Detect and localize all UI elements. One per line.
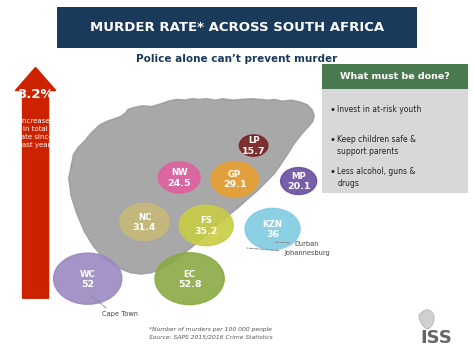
Text: Police alone can’t prevent murder: Police alone can’t prevent murder — [137, 54, 337, 64]
Text: NC: NC — [138, 213, 151, 222]
Text: KZN: KZN — [263, 220, 283, 229]
Text: •: • — [329, 135, 336, 145]
Text: EC: EC — [183, 269, 196, 279]
Text: Source: SAPS 2015/2016 Crime Statistics: Source: SAPS 2015/2016 Crime Statistics — [149, 335, 273, 340]
Text: NW: NW — [171, 168, 188, 178]
Text: •: • — [329, 105, 336, 115]
FancyBboxPatch shape — [57, 7, 417, 48]
Circle shape — [281, 168, 317, 195]
Text: LP: LP — [248, 136, 259, 146]
Text: Keep children safe &
support parents: Keep children safe & support parents — [337, 135, 417, 157]
Text: WC: WC — [80, 269, 96, 279]
Text: •: • — [329, 167, 336, 177]
Text: 31.4: 31.4 — [133, 223, 156, 232]
Text: MURDER RATE* ACROSS SOUTH AFRICA: MURDER RATE* ACROSS SOUTH AFRICA — [90, 21, 384, 34]
Circle shape — [179, 205, 233, 246]
Text: *Number of murders per 100 000 people: *Number of murders per 100 000 people — [149, 327, 272, 332]
Text: Cape Town: Cape Town — [102, 311, 138, 317]
Circle shape — [155, 253, 224, 305]
FancyArrow shape — [15, 67, 56, 298]
Text: 24.5: 24.5 — [167, 179, 191, 188]
Text: Invest in at-risk youth: Invest in at-risk youth — [337, 105, 422, 114]
Text: 52: 52 — [81, 280, 94, 289]
Polygon shape — [69, 99, 314, 274]
Circle shape — [245, 208, 300, 250]
Text: 35.2: 35.2 — [194, 226, 218, 236]
Circle shape — [54, 253, 122, 304]
Text: increase
in total
rate since
last year: increase in total rate since last year — [18, 118, 53, 148]
FancyBboxPatch shape — [322, 64, 468, 89]
Text: 15.7: 15.7 — [242, 147, 265, 156]
Text: 3.2%: 3.2% — [17, 88, 54, 100]
Circle shape — [211, 162, 258, 197]
Circle shape — [239, 135, 268, 156]
Text: GP: GP — [228, 170, 241, 179]
Text: 52.8: 52.8 — [178, 280, 201, 289]
Text: FS: FS — [200, 216, 212, 225]
Text: Durban: Durban — [275, 241, 319, 247]
Circle shape — [120, 203, 169, 240]
Text: Less alcohol, guns &
drugs: Less alcohol, guns & drugs — [337, 167, 416, 189]
Text: MP: MP — [291, 172, 306, 181]
Text: What must be done?: What must be done? — [340, 72, 450, 81]
FancyBboxPatch shape — [322, 89, 468, 193]
Text: ISS: ISS — [421, 329, 453, 347]
Circle shape — [158, 162, 200, 193]
Text: Johannesburg: Johannesburg — [247, 248, 330, 256]
Text: 36: 36 — [266, 230, 279, 239]
Text: 29.1: 29.1 — [223, 180, 246, 190]
Text: 20.1: 20.1 — [287, 182, 310, 191]
Polygon shape — [419, 310, 434, 329]
